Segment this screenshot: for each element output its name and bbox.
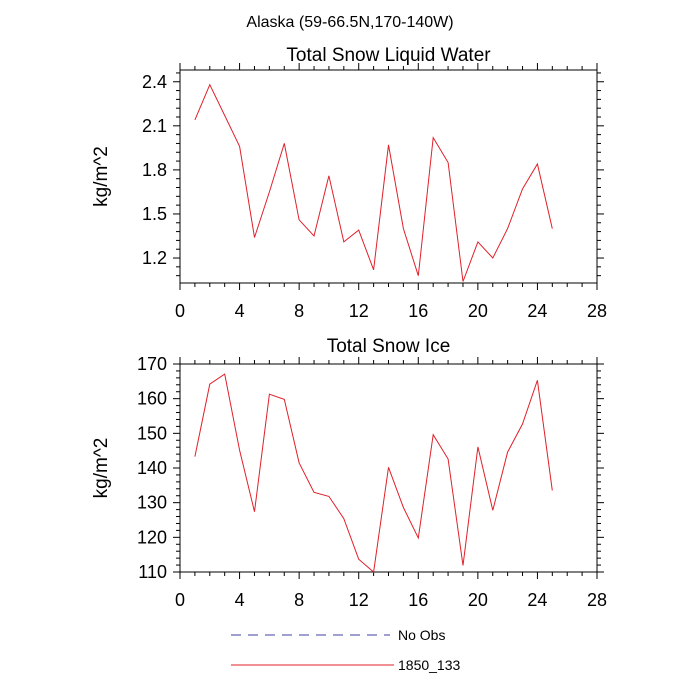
- chart-liquid-xtick-label: 0: [175, 301, 185, 321]
- chart-liquid-ytick-label: 1.5: [142, 204, 167, 224]
- chart-liquid-plot-frame: [179, 69, 598, 284]
- chart-ice-xtick-label: 12: [349, 590, 369, 610]
- legend-label-1850-133: 1850_133: [398, 657, 461, 673]
- chart-ice-xtick-label: 16: [408, 590, 428, 610]
- chart-ice-ytick-label: 110: [138, 562, 167, 582]
- chart-liquid-xtick-label: 8: [294, 301, 304, 321]
- chart-ice-ytick-label: 130: [137, 493, 167, 513]
- chart-liquid-xtick-label: 16: [408, 301, 428, 321]
- chart-ice-xtick-label: 20: [468, 590, 488, 610]
- chart-ice-series-line-0: [194, 373, 553, 573]
- chart-liquid-title: Total Snow Liquid Water: [286, 45, 491, 66]
- chart-ice-title: Total Snow Ice: [327, 336, 451, 357]
- legend: No Obs 1850_133: [231, 627, 461, 673]
- panel-snow-liquid-water: Total Snow Liquid Water 0 4 8 12 16 20 24 28 1.2 1…: [91, 45, 607, 321]
- chart-liquid-ytick-label: 1.2: [142, 248, 167, 268]
- chart-ice-xtick-label: 8: [294, 590, 304, 610]
- chart-ice-ytick-label: 120: [137, 527, 167, 547]
- legend-label-no-obs: No Obs: [398, 627, 445, 643]
- chart-liquid-ytick-label: 2.1: [142, 116, 167, 136]
- chart-liquid-xtick-label: 20: [468, 301, 488, 321]
- chart-ice-ytick-label: 140: [137, 458, 167, 478]
- chart-ice-ytick-label: 160: [137, 389, 167, 409]
- figure-suptitle: Alaska (59-66.5N,170-140W): [246, 14, 453, 31]
- chart-ice-ylabel: kg/m^2: [91, 438, 112, 499]
- chart-liquid-series-line-0: [194, 83, 553, 282]
- chart-liquid-ytick-label: 2.4: [142, 72, 167, 92]
- chart-liquid-ytick-label: 1.8: [142, 160, 167, 180]
- chart-liquid-xtick-label: 4: [235, 301, 245, 321]
- chart-ice-xtick-label: 28: [587, 590, 607, 610]
- chart-liquid-ylabel: kg/m^2: [91, 146, 112, 207]
- chart-ice-ytick-label: 170: [137, 354, 167, 374]
- chart-liquid-xtick-label: 28: [587, 301, 607, 321]
- chart-ice-ytick-label: 150: [137, 423, 167, 443]
- chart-ice-xtick-label: 4: [235, 590, 245, 610]
- chart-ice-xtick-label: 24: [527, 590, 547, 610]
- panel-snow-ice: Total Snow Ice 0 4 8 12 16 20 24 28 110 120 130 140 1…: [91, 336, 607, 610]
- chart-liquid-xtick-label: 24: [527, 301, 547, 321]
- chart-ice-xtick-label: 0: [175, 590, 185, 610]
- chart-liquid-xtick-label: 12: [349, 301, 369, 321]
